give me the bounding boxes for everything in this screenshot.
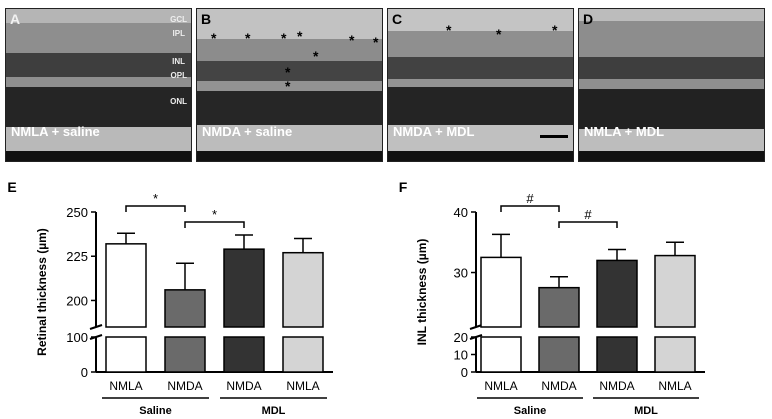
micrograph-panel-d: D NMLA + MDL: [578, 8, 765, 162]
bar: [654, 254, 696, 328]
micrograph-panel-c: C * * * NMDA + MDL: [387, 8, 574, 162]
y-tick-label: 30: [454, 266, 468, 281]
significance-bracket: [184, 221, 245, 228]
damage-marker: *: [552, 22, 558, 38]
y-tick-label: 0: [81, 365, 88, 380]
bar: [282, 251, 324, 328]
damage-marker: *: [245, 30, 251, 46]
layer-label-inl: INL: [172, 57, 185, 66]
panel-letter: F: [399, 179, 408, 195]
y-tick-label: 0: [461, 365, 468, 380]
layer-label-gcl: GCL: [170, 15, 187, 24]
retina-image-a: [6, 9, 191, 161]
panel-letter: E: [7, 179, 16, 195]
significance-bracket: [500, 205, 560, 212]
y-tick-label: 200: [66, 293, 88, 308]
y-axis-label: INL thickness (µm): [415, 239, 429, 346]
y-axis-label: Retinal thickness (µm): [35, 228, 49, 356]
x-category-label: NMLA: [109, 379, 142, 393]
bar-lower-segment: [164, 336, 206, 373]
y-tick-label: 40: [454, 205, 468, 220]
significance-bracket: [558, 221, 618, 228]
significance-marker: #: [584, 207, 592, 222]
bar-lower-segment: [480, 336, 522, 373]
bar: [480, 256, 522, 328]
retina-image-d: [579, 9, 764, 161]
y-tick-label: 225: [66, 249, 88, 264]
x-category-label: NMLA: [484, 379, 517, 393]
layer-label-onl: ONL: [170, 97, 187, 106]
damage-marker: *: [211, 30, 217, 46]
layer-label-ipl: IPL: [172, 29, 185, 38]
damage-marker: *: [313, 48, 319, 64]
y-tick-label: 250: [66, 205, 88, 220]
bar-lower-segment: [105, 336, 147, 373]
panel-letter: A: [10, 11, 21, 27]
panel-condition-label: NMDA + MDL: [393, 124, 475, 139]
scale-bar: [540, 135, 568, 138]
damage-marker: *: [446, 22, 452, 38]
group-label: Saline: [514, 405, 546, 417]
group-label: Saline: [139, 405, 171, 417]
bar-lower-segment: [538, 336, 580, 373]
damage-marker: *: [349, 32, 355, 48]
bar-lower-segment: [654, 336, 696, 373]
y-tick-label: 20: [454, 330, 468, 345]
bar: [538, 286, 580, 328]
axis-break-mark: [89, 324, 103, 330]
bar: [596, 259, 638, 328]
x-category-label: NMDA: [226, 379, 261, 393]
panel-condition-label: NMLA + saline: [11, 124, 100, 139]
bar-lower-segment: [596, 336, 638, 373]
damage-marker: *: [285, 78, 291, 94]
bar: [105, 243, 147, 328]
significance-marker: #: [526, 191, 534, 206]
damage-marker: *: [297, 28, 303, 44]
significance-marker: *: [212, 207, 217, 222]
x-category-label: NMDA: [541, 379, 576, 393]
significance-bracket: [125, 205, 186, 212]
panel-letter: B: [201, 11, 212, 27]
damage-marker: *: [496, 26, 502, 42]
damage-marker: *: [373, 34, 379, 50]
y-tick-label: 10: [454, 348, 468, 363]
panel-letter: D: [583, 11, 594, 27]
damage-marker: *: [285, 64, 291, 80]
bar-lower-segment: [282, 336, 324, 373]
group-label: MDL: [262, 405, 286, 417]
retina-image-c: [388, 9, 573, 161]
y-tick-label: 100: [66, 330, 88, 345]
panel-condition-label: NMLA + MDL: [584, 124, 665, 139]
significance-marker: *: [153, 191, 158, 206]
panel-condition-label: NMDA + saline: [202, 124, 293, 139]
retina-image-b: [197, 9, 382, 161]
bar-lower-segment: [223, 336, 265, 373]
bar: [164, 289, 206, 328]
damage-marker: *: [281, 30, 287, 46]
panel-letter: C: [392, 11, 403, 27]
bar: [223, 248, 265, 328]
micrograph-panel-b: B * * * * * * * * * NMDA + saline: [196, 8, 383, 162]
layer-label-opl: OPL: [170, 71, 187, 80]
x-category-label: NMLA: [658, 379, 691, 393]
x-category-label: NMDA: [599, 379, 634, 393]
x-category-label: NMDA: [167, 379, 202, 393]
x-category-label: NMLA: [286, 379, 319, 393]
micrograph-panel-a: A GCL IPL INL OPL ONL NMLA + saline: [5, 8, 192, 162]
group-label: MDL: [634, 405, 658, 417]
axis-break-mark: [469, 324, 483, 330]
